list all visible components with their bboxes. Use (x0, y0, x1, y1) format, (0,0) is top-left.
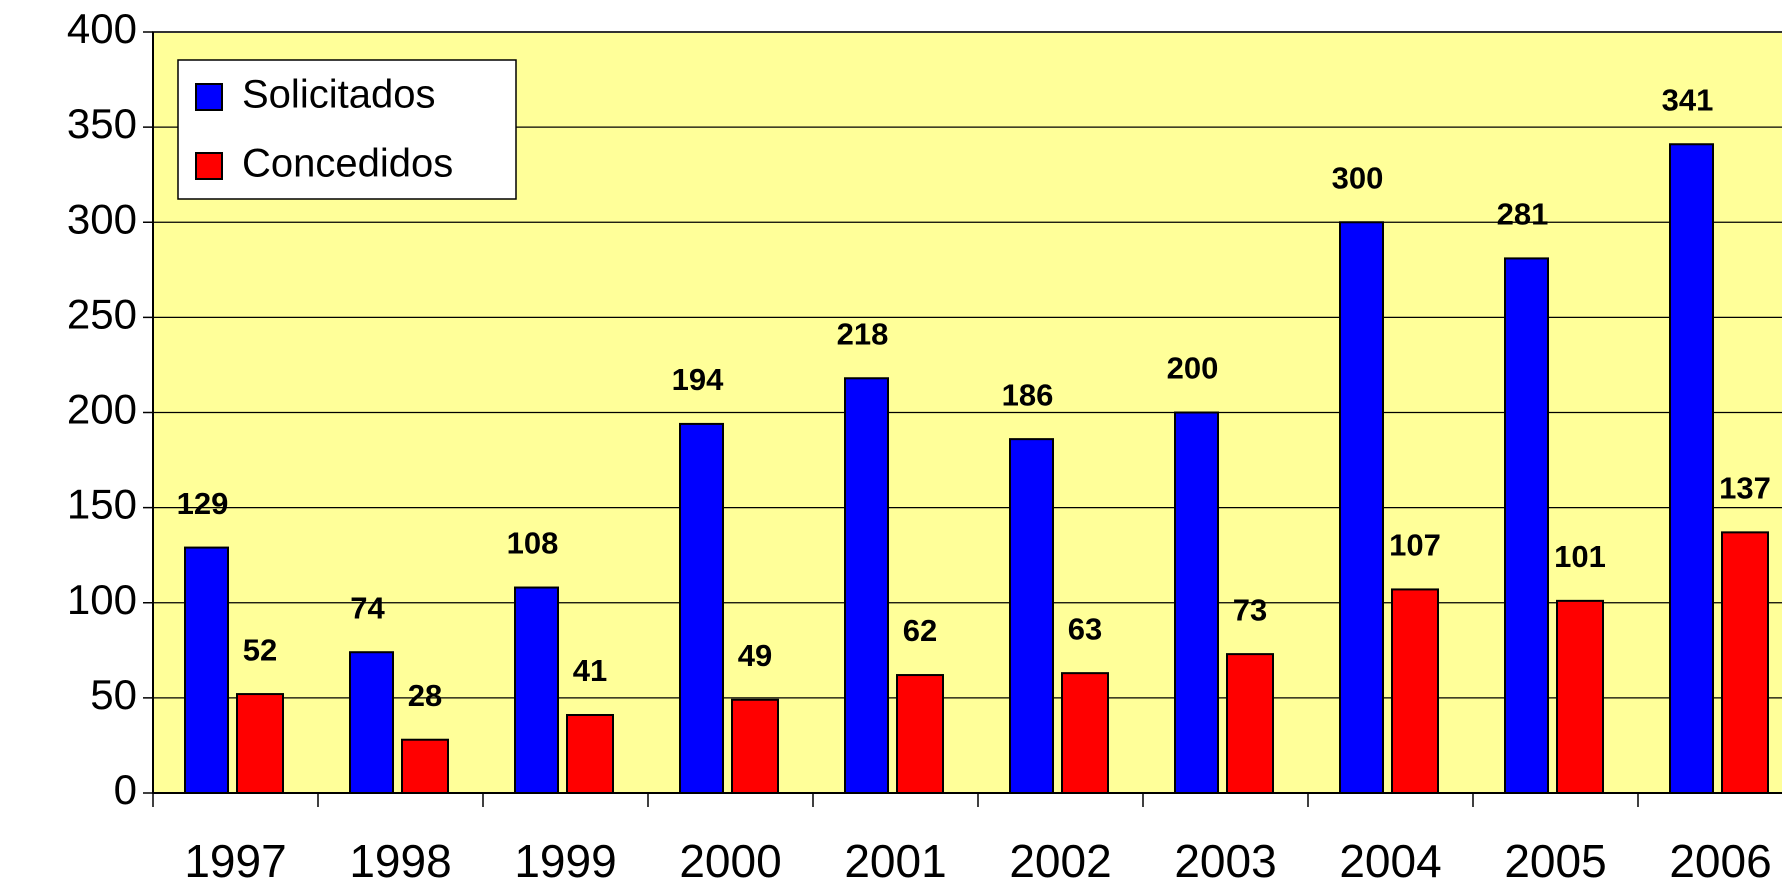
legend-box (177, 59, 517, 200)
bar (679, 422, 724, 794)
bar (1009, 438, 1054, 794)
bar (401, 738, 449, 794)
x-tick-label: 1999 (514, 835, 616, 887)
y-tick-label: 250 (67, 290, 137, 337)
x-tick-label: 2004 (1339, 835, 1441, 887)
x-tick-label: 2000 (679, 835, 781, 887)
bar (896, 674, 944, 794)
x-tick-label: 2003 (1174, 835, 1276, 887)
y-tick-label: 350 (67, 100, 137, 147)
x-tick-label: 1997 (184, 835, 286, 887)
value-label: 107 (1389, 528, 1441, 563)
bar (1669, 143, 1714, 794)
value-label: 52 (243, 632, 277, 667)
value-label: 281 (1497, 197, 1549, 232)
value-label: 341 (1662, 82, 1714, 117)
bar (514, 586, 559, 795)
x-tick-label: 1998 (349, 835, 451, 887)
legend-label: Solicitados (242, 73, 435, 117)
y-tick-label: 400 (67, 5, 137, 52)
value-label: 186 (1002, 377, 1054, 412)
value-label: 218 (837, 316, 889, 351)
bar (731, 698, 779, 795)
bar (349, 651, 394, 795)
bar (1556, 599, 1604, 794)
value-label: 108 (507, 526, 559, 561)
bar (844, 377, 889, 794)
value-label: 73 (1233, 592, 1267, 627)
value-label: 129 (177, 486, 229, 521)
bar (1391, 588, 1439, 794)
y-tick-label: 50 (90, 671, 137, 718)
y-tick-label: 300 (67, 195, 137, 242)
y-tick-label: 150 (67, 481, 137, 528)
bar (1504, 257, 1549, 794)
x-tick-label: 2006 (1669, 835, 1771, 887)
value-label: 41 (573, 653, 607, 688)
x-tick-label: 2005 (1504, 835, 1606, 887)
x-tick-label: 2002 (1009, 835, 1111, 887)
value-label: 137 (1719, 471, 1771, 506)
y-tick-label: 0 (114, 766, 137, 813)
value-label: 63 (1068, 611, 1102, 646)
bar (236, 693, 284, 795)
bar (184, 546, 229, 795)
legend-swatch (195, 83, 223, 111)
value-label: 28 (408, 678, 442, 713)
value-label: 74 (350, 590, 385, 625)
value-label: 194 (672, 362, 724, 397)
y-tick-label: 100 (67, 576, 137, 623)
value-label: 300 (1332, 160, 1384, 195)
value-label: 62 (903, 613, 937, 648)
legend-swatch (195, 152, 223, 180)
bar (1226, 653, 1274, 794)
value-label: 49 (738, 638, 772, 673)
bar (1339, 221, 1384, 794)
bar (566, 713, 614, 794)
value-label: 101 (1554, 539, 1606, 574)
value-label: 200 (1167, 351, 1219, 386)
bar (1174, 411, 1219, 794)
x-tick-label: 2001 (844, 835, 946, 887)
legend-label: Concedidos (242, 142, 453, 186)
bar (1721, 531, 1769, 794)
bar (1061, 672, 1109, 795)
y-tick-label: 200 (67, 386, 137, 433)
